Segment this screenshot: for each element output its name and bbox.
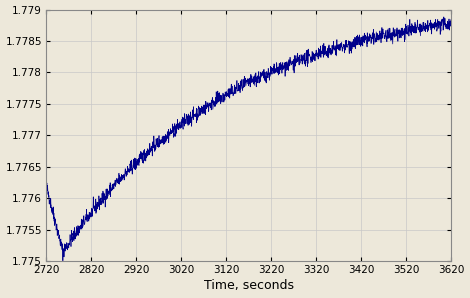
X-axis label: Time, seconds: Time, seconds — [204, 280, 294, 292]
